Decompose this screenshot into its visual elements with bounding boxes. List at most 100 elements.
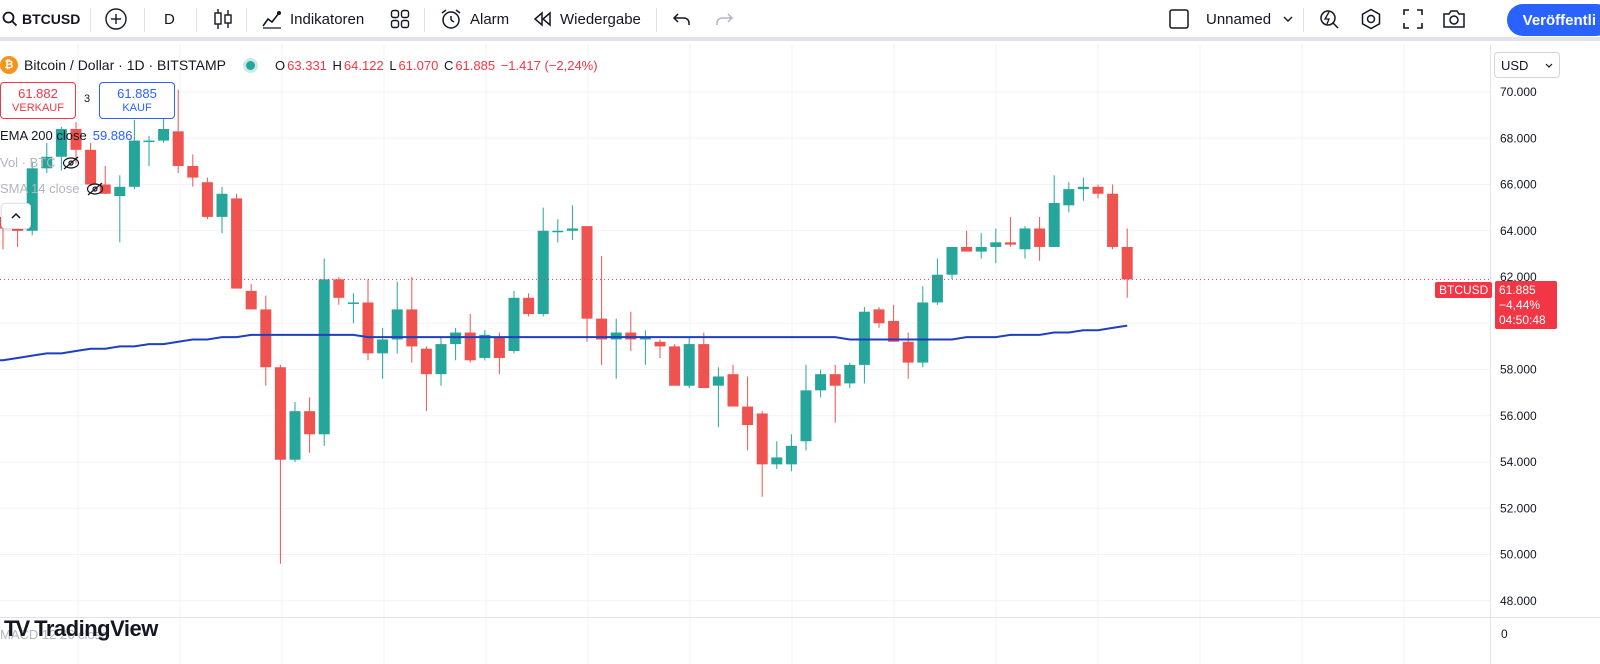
undo-button[interactable] — [672, 0, 692, 38]
toolbar-divider — [144, 8, 145, 32]
legend-title[interactable]: Bitcoin / Dollar · 1D · BITSTAMP — [24, 57, 227, 73]
close-value: 61.885 — [455, 57, 496, 73]
last-change-pct: −4,44% — [1499, 298, 1541, 312]
hidden-eye-icon[interactable] — [62, 156, 80, 170]
tradingview-mark-icon: TV — [4, 616, 30, 641]
candle-body — [1077, 186, 1089, 190]
candle-body — [873, 309, 885, 324]
candle-body — [1121, 246, 1133, 280]
layout-button[interactable]: Unnamed — [1168, 0, 1293, 38]
settings-button[interactable] — [1360, 0, 1382, 38]
candle-body — [771, 457, 783, 465]
candle-body — [815, 374, 827, 391]
ema-legend[interactable]: EMA 200 close 59.886 — [0, 128, 132, 143]
candles-icon — [214, 9, 232, 29]
candle-body — [289, 411, 301, 460]
compare-symbol-button[interactable] — [104, 0, 128, 38]
candle-body — [1019, 228, 1031, 250]
candle-body — [216, 193, 228, 217]
candle-body — [99, 184, 111, 194]
open-key: O — [275, 57, 286, 73]
candle-body — [26, 168, 38, 231]
chart-type-button[interactable] — [212, 0, 234, 38]
candle-body — [377, 339, 389, 354]
publish-button[interactable]: Veröffentli — [1506, 4, 1600, 36]
close-key: C — [443, 57, 454, 73]
replay-icon — [534, 11, 551, 27]
replay-button[interactable]: Wiedergabe — [534, 0, 641, 38]
ohlc-values: O 63.331 H 64.122 L 61.070 C 61.885 −1.417 (… — [275, 58, 600, 73]
candle-body — [566, 228, 578, 231]
symbol-price-tag: BTCUSD — [1435, 282, 1493, 298]
sma-label: SMA 14 close — [0, 181, 80, 196]
indicators-icon — [262, 11, 281, 29]
candle-body — [829, 374, 841, 386]
candle-body — [742, 406, 754, 426]
candle-body — [231, 198, 243, 289]
sell-button[interactable]: 61.882 VERKAUF — [0, 82, 76, 119]
currency-label: USD — [1501, 57, 1529, 73]
currency-selector[interactable]: USD — [1494, 52, 1560, 78]
price-tick-label: 56.000 — [1500, 409, 1537, 423]
tradingview-logo[interactable]: TV TradingView — [4, 616, 158, 642]
candle-body — [493, 337, 505, 358]
candle-body — [1107, 193, 1119, 247]
price-tick-label: 62.000 — [1500, 270, 1537, 284]
search-icon — [2, 11, 18, 27]
market-open-icon — [246, 60, 256, 70]
logo-text: TradingView — [34, 616, 158, 641]
top-toolbar: BTCUSD D Indikatoren Alarm Wiedergabe Un… — [0, 0, 1600, 41]
pane-divider[interactable] — [0, 617, 1600, 618]
toolbar-divider — [196, 8, 197, 32]
last-price-label: 61.885 −4,44% 04:50:48 — [1495, 281, 1557, 329]
toolbar-divider — [90, 8, 91, 32]
candle-body — [523, 297, 535, 315]
fullscreen-icon — [1403, 9, 1423, 29]
candle-body — [610, 332, 622, 340]
macd-legend[interactable]: MACD 12 26 close — [0, 627, 109, 642]
fullscreen-button[interactable] — [1403, 0, 1423, 38]
candle-body — [201, 182, 213, 217]
sell-price: 61.882 — [18, 85, 58, 101]
templates-button[interactable] — [390, 0, 410, 38]
indicators-button[interactable]: Indikatoren — [262, 0, 364, 38]
ema-line — [0, 324, 1128, 362]
redo-button[interactable] — [714, 0, 734, 38]
undo-icon — [672, 13, 690, 25]
candle-body — [333, 279, 345, 298]
candle-body — [172, 131, 184, 167]
price-chart[interactable]: 48.00050.00052.00054.00056.00058.00060.0… — [0, 45, 1600, 664]
symbol-search-button[interactable]: BTCUSD — [2, 0, 80, 38]
open-value: 63.331 — [287, 57, 327, 73]
candle-body — [41, 156, 53, 169]
candle-body — [844, 364, 856, 384]
price-tick-label: 48.000 — [1500, 594, 1537, 608]
bar-countdown: 04:50:48 — [1499, 313, 1546, 327]
snapshot-button[interactable] — [1442, 0, 1466, 38]
sell-label: VERKAUF — [12, 101, 64, 114]
buy-button[interactable]: 61.885 KAUF — [99, 82, 175, 119]
candle-body — [931, 274, 943, 303]
hidden-eye-icon[interactable] — [86, 182, 104, 196]
candle-body — [158, 129, 170, 141]
interval-button[interactable]: D — [164, 0, 175, 38]
candle-body — [785, 445, 797, 465]
candle-body — [990, 242, 1002, 247]
toolbar-divider — [656, 8, 657, 32]
collapse-legend-button[interactable] — [1, 203, 31, 229]
alert-button[interactable]: Alarm — [440, 0, 509, 38]
candle-body — [435, 344, 447, 375]
alert-label: Alarm — [470, 10, 510, 28]
change-value: −1.417 (−2,24%) — [500, 57, 598, 73]
candle-body — [537, 230, 549, 315]
candle-body — [143, 140, 155, 143]
candle-body — [260, 309, 272, 368]
quick-search-button[interactable] — [1318, 0, 1340, 38]
candle-body — [639, 337, 651, 340]
candle-body — [391, 309, 403, 340]
candle-body — [347, 302, 359, 304]
sma-legend[interactable]: SMA 14 close — [0, 181, 104, 196]
vol-legend[interactable]: Vol · BTC — [0, 155, 80, 170]
layout-name: Unnamed — [1206, 10, 1272, 28]
candle-body — [318, 279, 330, 435]
